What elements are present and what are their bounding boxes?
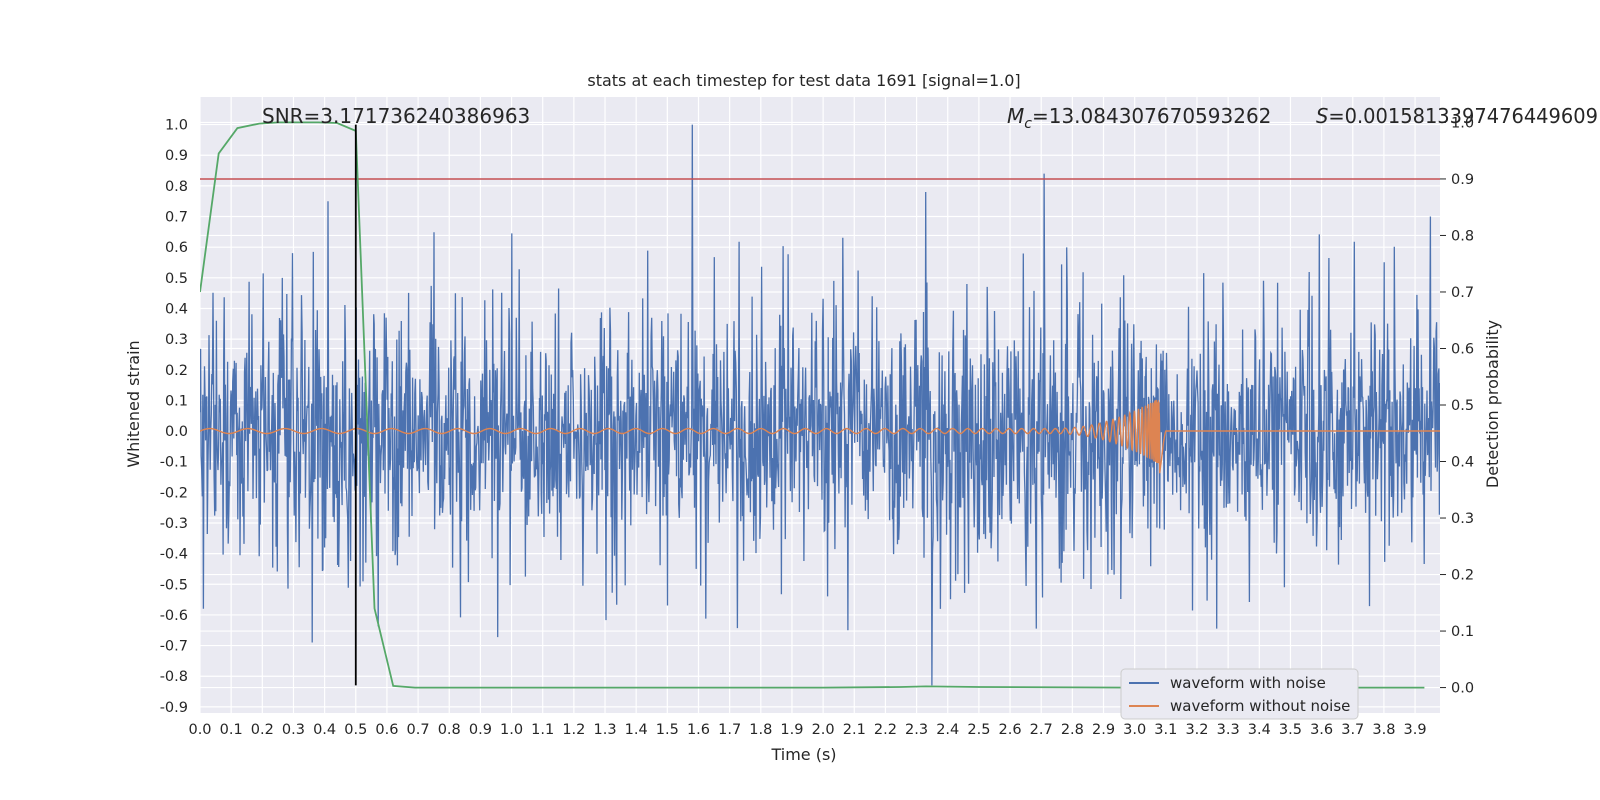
x-tick-label: 1.7 (718, 722, 741, 738)
right-y-tick-label: 0.4 (1451, 455, 1474, 471)
x-tick-label: 3.7 (1341, 722, 1364, 738)
right-y-tick-label: 0.7 (1451, 285, 1474, 301)
right-y-tick-label: 0.8 (1451, 228, 1474, 244)
chirp-mass-annotation: Mc=13.084307670593262 (1007, 104, 1271, 132)
right-y-axis-label: Detection probability (1483, 320, 1502, 488)
right-y-tick-label: 0.9 (1451, 172, 1474, 188)
left-y-tick-label: 0.6 (165, 240, 188, 256)
waveform-with-noise-line (200, 124, 1440, 686)
spin-symbol: S (1316, 104, 1329, 128)
left-y-tick-label: 1.0 (165, 118, 188, 134)
right-y-axis-ticks: 1.0 0.9 0.8 0.7 0.6 0.5 0.4 0.3 0.2 0.1 0.0 (1440, 115, 1474, 697)
left-y-tick-label: -0.8 (160, 669, 188, 685)
legend-label-clean: waveform without noise (1170, 697, 1350, 715)
x-tick-label: 3.0 (1123, 722, 1146, 738)
spin-annotation: S=0.0015813397476449609 (1316, 104, 1598, 128)
left-y-tick-label: -0.4 (160, 547, 188, 563)
x-tick-label: 0.6 (375, 722, 398, 738)
x-tick-label: 0.5 (344, 722, 367, 738)
left-y-tick-label: 0.7 (165, 210, 188, 226)
left-y-tick-label: 0.9 (165, 148, 188, 164)
legend: waveform with noise waveform without noi… (1120, 668, 1359, 720)
x-tick-label: 1.0 (500, 722, 523, 738)
x-tick-label: 1.4 (625, 722, 648, 738)
waveform-without-noise-line (200, 399, 1440, 474)
x-tick-label: 0.3 (282, 722, 305, 738)
chirp-mass-subscript: c (1024, 116, 1032, 132)
x-tick-label: 3.2 (1185, 722, 1208, 738)
right-y-tick-label: 0.1 (1451, 624, 1474, 640)
x-tick-label: 3.9 (1404, 722, 1427, 738)
right-y-tick-label: 0.2 (1451, 568, 1474, 584)
x-tick-label: 1.8 (749, 722, 772, 738)
x-tick-label: 3.5 (1279, 722, 1302, 738)
x-axis-label: Time (s) (770, 745, 836, 764)
x-tick-label: 3.4 (1248, 722, 1271, 738)
x-tick-label: 2.4 (936, 722, 959, 738)
x-tick-label: 1.9 (780, 722, 803, 738)
x-tick-label: 0.2 (251, 722, 274, 738)
left-y-tick-label: -0.5 (160, 577, 188, 593)
x-tick-label: 2.5 (967, 722, 990, 738)
series-layer (200, 121, 1440, 689)
right-y-tick-label: 1.0 (1451, 115, 1474, 131)
left-y-tick-label: -0.6 (160, 608, 188, 624)
x-tick-label: 0.0 (188, 722, 211, 738)
left-y-tick-label: 0.1 (165, 393, 188, 409)
x-tick-label: 2.3 (905, 722, 928, 738)
left-y-tick-label: -0.1 (160, 455, 188, 471)
spin-value: =0.0015813397476449609 (1328, 104, 1598, 128)
x-tick-label: 1.1 (531, 722, 554, 738)
snr-annotation: SNR=3.171736240386963 (262, 104, 530, 128)
left-y-tick-label: -0.3 (160, 516, 188, 532)
x-tick-label: 2.2 (874, 722, 897, 738)
x-tick-label: 2.1 (843, 722, 866, 738)
x-tick-label: 2.0 (812, 722, 835, 738)
left-y-tick-label: -0.7 (160, 639, 188, 655)
right-y-tick-label: 0.5 (1451, 398, 1474, 414)
x-tick-label: 1.6 (687, 722, 710, 738)
left-y-tick-label: 0.8 (165, 179, 188, 195)
x-tick-label: 2.6 (999, 722, 1022, 738)
x-tick-label: 0.1 (220, 722, 243, 738)
right-y-tick-label: 0.6 (1451, 341, 1474, 357)
x-tick-label: 2.8 (1061, 722, 1084, 738)
x-tick-label: 0.9 (469, 722, 492, 738)
legend-box (1120, 668, 1359, 720)
right-y-tick-label: 0.0 (1451, 681, 1474, 697)
x-tick-label: 3.3 (1217, 722, 1240, 738)
x-tick-label: 0.8 (438, 722, 461, 738)
right-y-tick-label: 0.3 (1451, 511, 1474, 527)
chirp-mass-symbol: M (1007, 104, 1024, 128)
x-tick-label: 1.2 (562, 722, 585, 738)
left-y-tick-label: 0.4 (165, 301, 188, 317)
x-tick-label: 2.9 (1092, 722, 1115, 738)
chirp-mass-value: =13.084307670593262 (1032, 104, 1271, 128)
left-y-tick-label: -0.2 (160, 485, 188, 501)
left-y-axis-label: Whitened strain (124, 340, 143, 467)
left-y-tick-label: -0.9 (160, 700, 188, 716)
x-tick-label: 1.5 (656, 722, 679, 738)
chart-title: stats at each timestep for test data 169… (587, 71, 1020, 90)
x-tick-label: 1.3 (593, 722, 616, 738)
left-y-tick-label: 0.2 (165, 363, 188, 379)
x-tick-label: 3.1 (1154, 722, 1177, 738)
x-tick-label: 2.7 (1030, 722, 1053, 738)
x-tick-label: 3.6 (1310, 722, 1333, 738)
left-y-tick-label: 0.0 (165, 424, 188, 440)
legend-label-noise: waveform with noise (1170, 674, 1326, 692)
x-tick-label: 0.4 (313, 722, 336, 738)
x-tick-label: 0.7 (407, 722, 430, 738)
left-y-tick-label: 0.5 (165, 271, 188, 287)
x-tick-label: 3.8 (1372, 722, 1395, 738)
x-axis-ticks: 0.0 0.1 0.2 0.3 0.4 0.5 0.6 0.7 0.8 0.9 1.0 1.1 1.2 1… (188, 722, 1426, 738)
detection-probability-line (200, 121, 1425, 689)
left-y-tick-label: 0.3 (165, 332, 188, 348)
left-y-axis-ticks: 1.0 0.9 0.8 0.7 0.6 0.5 0.4 0.3 0.2 0.1 0.0 -0.1 -0.… (160, 118, 188, 716)
